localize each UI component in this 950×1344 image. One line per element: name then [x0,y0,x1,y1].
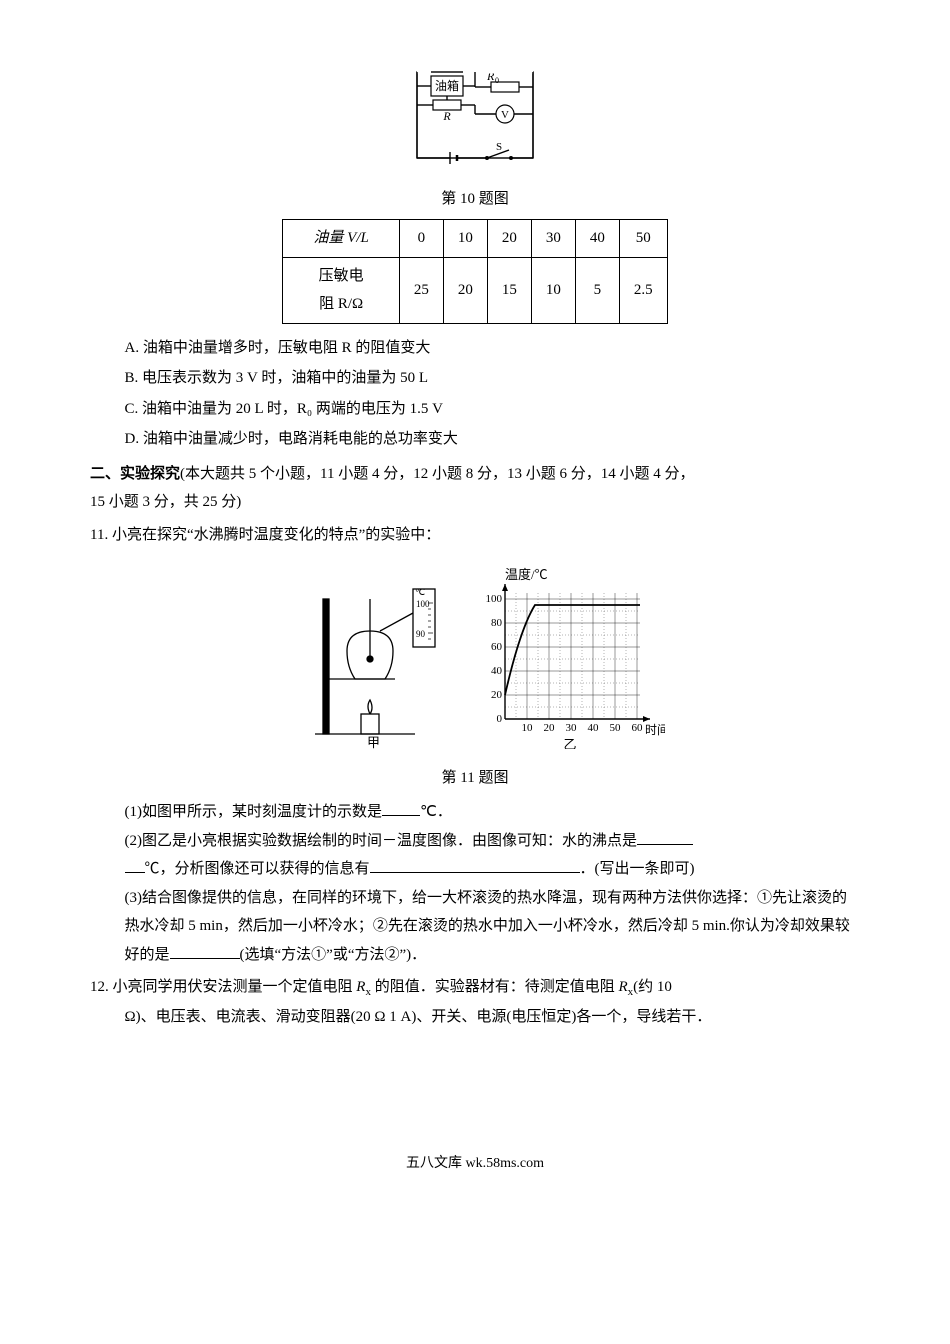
svg-text:10: 10 [522,722,534,734]
xlabel: 时间/min [645,723,665,737]
blank [382,800,420,816]
blank [170,943,240,959]
q12-l1a: 12. 小亮同学用伏安法测量一个定值电阻 [90,979,356,995]
row1-label: 油量 V/L [313,230,368,246]
svg-text:60: 60 [632,722,644,734]
row2-label-l2: 阻 R/Ω [319,296,363,312]
svg-text:90: 90 [416,629,426,639]
s-label: S [496,141,502,153]
q12-l1b: 的阻值．实验器材有：待测定值电阻 [371,979,619,995]
svg-text:20: 20 [491,689,503,701]
opt-a: A. 油箱中油量增多时，压敏电阻 R 的阻值变大 [125,334,861,363]
cell: 15 [487,257,531,323]
cell: 20 [487,220,531,258]
q11-p1b: ℃． [420,804,452,820]
svg-text:40: 40 [491,665,503,677]
cell: 40 [575,220,619,258]
r0-sub: 0 [495,76,499,85]
svg-text:0: 0 [497,713,503,725]
q11-figure: ℃ 100 90 甲 温度/℃ [90,559,860,760]
section2-line2: 15 小题 3 分，共 25 分) [90,488,860,517]
ylabel: 温度/℃ [505,567,548,582]
svg-text:100: 100 [416,599,430,609]
cell: 2.5 [619,257,667,323]
q11-p2a: (2)图乙是小亮根据实验数据绘制的时间－温度图像．由图像可知：水的沸点是 [125,833,638,849]
cell: 30 [531,220,575,258]
svg-text:20: 20 [544,722,556,734]
circuit-svg: 油箱 R R 0 V S [405,60,545,170]
fig10-table: 油量 V/L 0 10 20 30 40 50 压敏电 阻 R/Ω 25 20 … [282,219,667,324]
q11-p2b: ℃，分析图像还可以获得的信息有 [145,861,370,877]
opt-b: B. 电压表示数为 3 V 时，油箱中的油量为 50 L [125,364,861,393]
q11-svg: ℃ 100 90 甲 温度/℃ [285,559,665,749]
blank [637,829,693,845]
page-footer: 五八文库 wk.58ms.com [90,1151,860,1178]
q12-r2: R [618,979,627,995]
cell: 10 [443,220,487,258]
cell: 0 [399,220,443,258]
section2-rest: (本大题共 5 个小题，11 小题 4 分，12 小题 8 分，13 小题 6 … [180,466,694,482]
fig10-circuit: 油箱 R R 0 V S [90,60,860,181]
right-label: 乙 [563,737,576,749]
cell: 50 [619,220,667,258]
r-label: R [442,109,451,123]
cell: 20 [443,257,487,323]
q12-l1c: (约 10 [633,979,672,995]
svg-text:60: 60 [491,641,503,653]
oil-box-label: 油箱 [435,78,459,93]
q11-body: (1)如图甲所示，某时刻温度计的示数是 ℃． (2)图乙是小亮根据实验数据绘制的时… [125,798,861,969]
opt-d: D. 油箱中油量减少时，电路消耗电能的总功率变大 [125,425,861,454]
svg-text:30: 30 [566,722,578,734]
svg-text:℃: ℃ [415,587,425,597]
q11-head: 11. 小亮在探究“水沸腾时温度变化的特点”的实验中： [90,521,860,550]
q11-caption: 第 11 题图 [90,764,860,793]
q11-p3b: (选填“方法①”或“方法②”)． [240,947,427,963]
svg-text:80: 80 [491,617,503,629]
q11: 11. 小亮在探究“水沸腾时温度变化的特点”的实验中： [90,521,860,970]
q11-p1a: (1)如图甲所示，某时刻温度计的示数是 [125,804,383,820]
svg-text:40: 40 [588,722,600,734]
q10-options: A. 油箱中油量增多时，压敏电阻 R 的阻值变大 B. 电压表示数为 3 V 时… [125,334,861,454]
svg-text:50: 50 [610,722,622,734]
cell: 25 [399,257,443,323]
q12-line2: Ω)、电压表、电流表、滑动变阻器(20 Ω 1 A)、开关、电源(电压恒定)各一… [125,1003,861,1032]
svg-text:100: 100 [486,593,503,605]
opt-c: C. 油箱中油量为 20 L 时，R₀ 两端的电压为 1.5 V [125,395,861,424]
q11-p2c: ．(写出一条即可) [580,861,695,877]
q12: 12. 小亮同学用伏安法测量一个定值电阻 Rx 的阻值．实验器材有：待测定值电阻… [90,973,860,1031]
cell: 5 [575,257,619,323]
blank [125,857,145,873]
section2-title: 二、实验探究(本大题共 5 个小题，11 小题 4 分，12 小题 8 分，13… [90,460,860,489]
v-label: V [501,109,509,121]
row2-label-l1: 压敏电 [319,268,364,284]
cell: 10 [531,257,575,323]
blank [370,857,580,873]
fig10-caption: 第 10 题图 [90,185,860,214]
left-label: 甲 [367,735,380,749]
section2-bold: 二、实验探究 [90,465,180,482]
